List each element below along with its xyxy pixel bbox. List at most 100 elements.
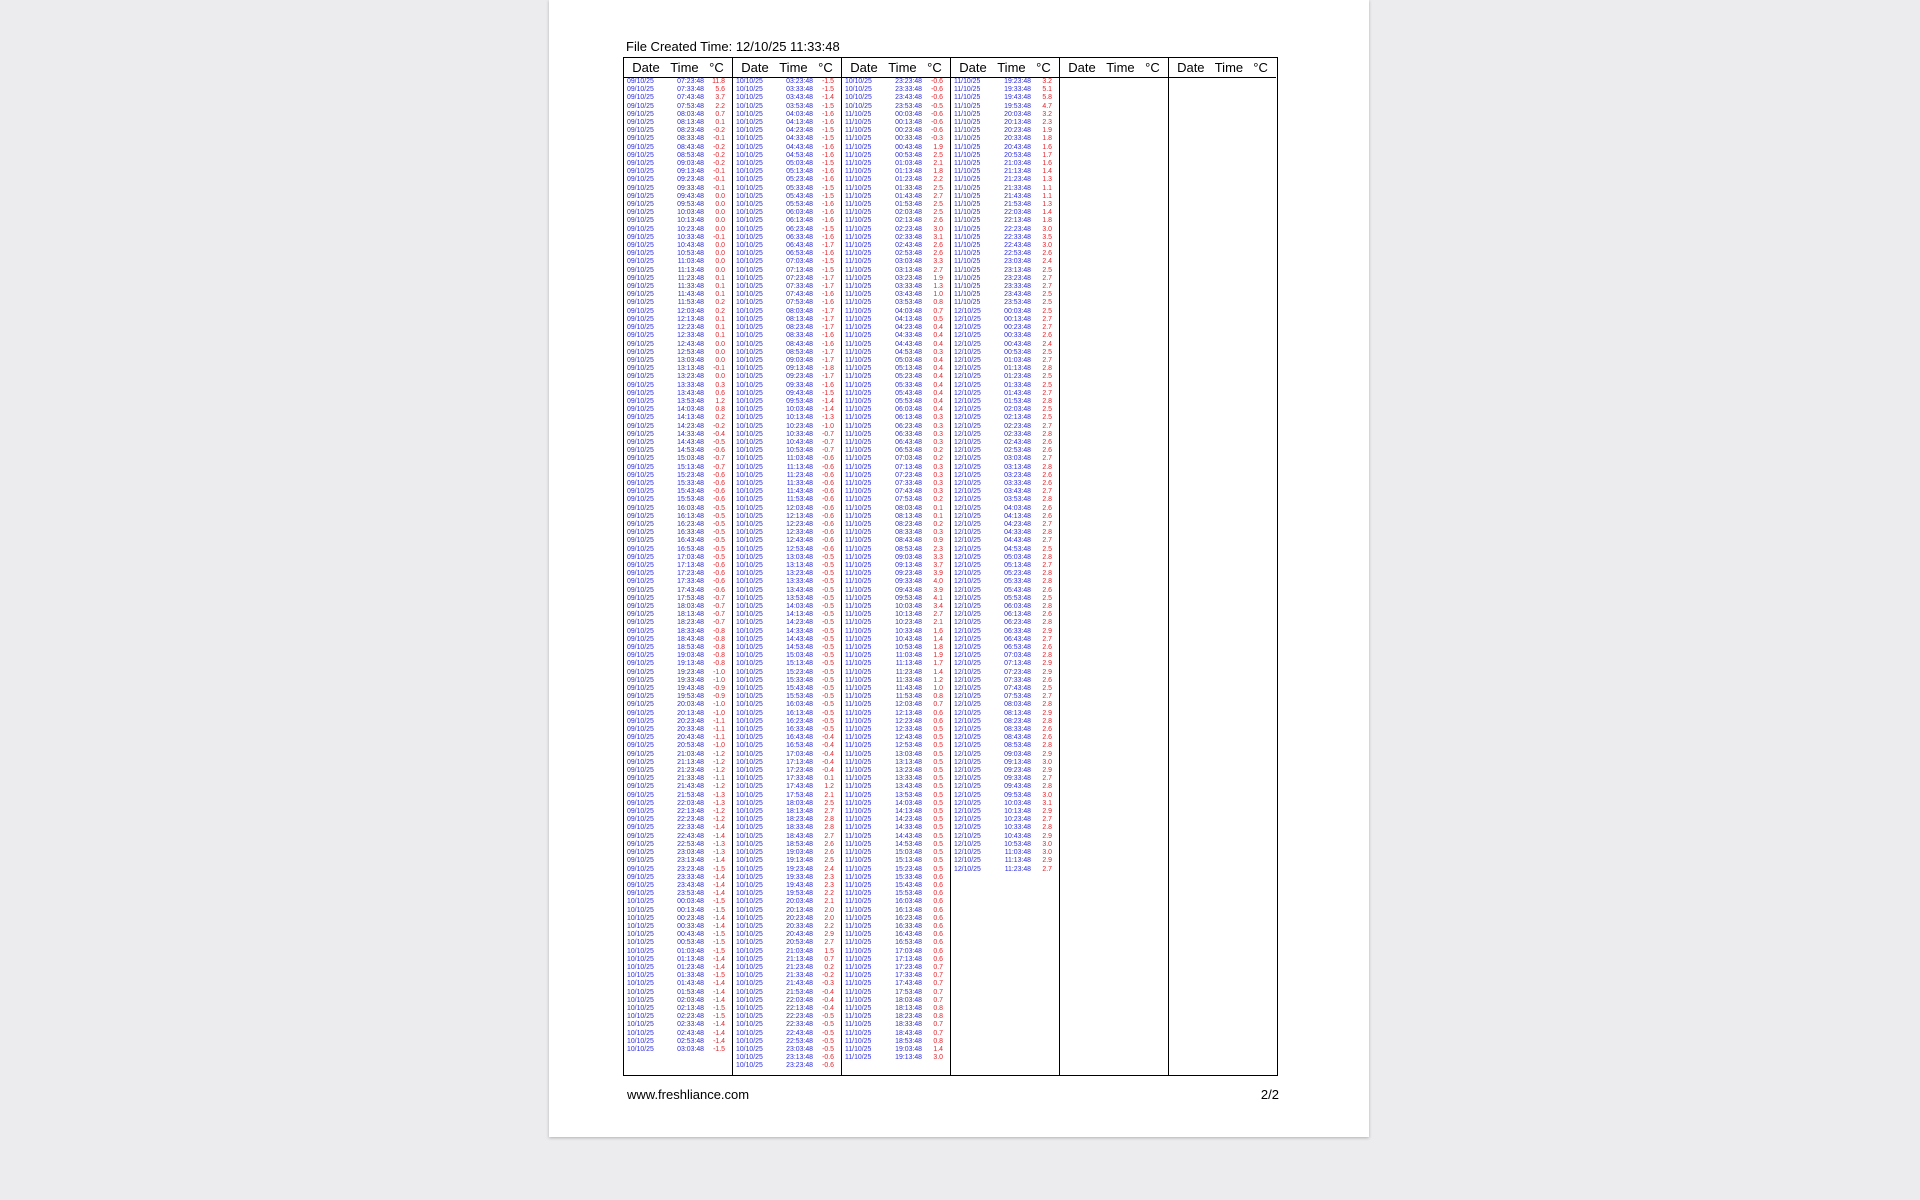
cell-time: 19:43:48 (786, 881, 813, 889)
log-row: 10/10/25 13:43:48 -0.5 (733, 587, 841, 595)
cell-temperature: -1.5 (822, 225, 834, 233)
cell-date: 11/10/25 (845, 783, 872, 791)
cell-time: 09:13:48 (786, 365, 813, 373)
cell-date: 12/10/25 (954, 742, 981, 750)
cell-time: 19:33:48 (677, 676, 704, 684)
cell-date: 10/10/25 (845, 86, 872, 94)
log-row: 09/10/25 21:23:48 -1.2 (624, 767, 732, 775)
cell-time: 15:03:48 (895, 849, 922, 857)
cell-date: 12/10/25 (954, 504, 981, 512)
log-row: 12/10/25 01:13:48 2.8 (951, 365, 1059, 373)
cell-temperature: 0.6 (715, 389, 725, 397)
cell-date: 10/10/25 (736, 758, 763, 766)
log-row: 10/10/25 20:03:48 2.1 (733, 898, 841, 906)
cell-temperature: -1.0 (713, 701, 725, 709)
cell-time: 17:53:48 (786, 791, 813, 799)
cell-date: 09/10/25 (627, 373, 654, 381)
log-row: 09/10/25 08:33:48 -0.1 (624, 135, 732, 143)
log-row: 11/10/25 17:13:48 0.6 (842, 956, 950, 964)
log-row: 12/10/25 00:53:48 2.5 (951, 349, 1059, 357)
cell-date: 09/10/25 (627, 865, 654, 873)
cell-time: 16:23:48 (786, 717, 813, 725)
cell-date: 11/10/25 (845, 832, 872, 840)
cell-temperature: -1.1 (713, 726, 725, 734)
log-row: 12/10/25 07:33:48 2.6 (951, 677, 1059, 685)
cell-time: 19:23:48 (786, 865, 813, 873)
cell-time: 05:03:48 (1004, 553, 1031, 561)
cell-time: 10:53:48 (1004, 840, 1031, 848)
cell-temperature: 1.7 (933, 660, 943, 668)
log-row: 09/10/25 09:03:48 -0.2 (624, 160, 732, 168)
log-row: 12/10/25 06:43:48 2.7 (951, 636, 1059, 644)
log-row: 10/10/25 09:23:48 -1.7 (733, 373, 841, 381)
log-row: 09/10/25 13:13:48 -0.1 (624, 365, 732, 373)
cell-time: 18:43:48 (677, 635, 704, 643)
cell-time: 06:43:48 (786, 242, 813, 250)
cell-date: 11/10/25 (845, 816, 872, 824)
log-row: 10/10/25 11:53:48 -0.6 (733, 496, 841, 504)
cell-temperature: 3.1 (933, 233, 943, 241)
cell-time: 07:03:48 (895, 455, 922, 463)
cell-time: 07:33:48 (1004, 676, 1031, 684)
cell-time: 14:03:48 (786, 603, 813, 610)
cell-temperature: 3.0 (933, 1054, 943, 1062)
cell-time: 23:43:48 (677, 881, 704, 889)
cell-date: 11/10/25 (845, 250, 872, 258)
cell-date: 11/10/25 (845, 734, 872, 742)
log-row: 10/10/25 07:03:48 -1.5 (733, 258, 841, 266)
cell-temperature: 2.7 (1042, 274, 1052, 282)
cell-date: 12/10/25 (954, 471, 981, 479)
cell-temperature: -0.6 (822, 455, 834, 463)
cell-date: 10/10/25 (736, 742, 763, 750)
cell-temperature: 0.6 (933, 931, 943, 939)
cell-temperature: -0.6 (931, 110, 943, 118)
cell-time: 12:03:48 (677, 307, 704, 315)
cell-date: 10/10/25 (627, 980, 654, 988)
log-row: 09/10/25 15:03:48 -0.7 (624, 455, 732, 463)
cell-temperature: 0.7 (715, 110, 725, 118)
cell-date: 11/10/25 (845, 808, 872, 816)
cell-temperature: -0.5 (713, 545, 725, 553)
log-row: 09/10/25 14:23:48 -0.2 (624, 423, 732, 431)
log-row: 10/10/25 16:43:48 -0.4 (733, 734, 841, 742)
cell-temperature: 0.5 (933, 808, 943, 816)
cell-date: 11/10/25 (845, 586, 872, 594)
cell-date: 11/10/25 (845, 767, 872, 775)
cell-time: 05:03:48 (895, 356, 922, 364)
cell-time: 08:43:48 (1004, 734, 1031, 742)
cell-temperature: 2.0 (824, 914, 834, 922)
cell-temperature: 3.4 (933, 603, 943, 610)
cell-date: 10/10/25 (736, 266, 763, 274)
log-row: 12/10/25 07:53:48 2.7 (951, 693, 1059, 701)
cell-time: 15:43:48 (677, 488, 704, 496)
cell-time: 15:53:48 (786, 693, 813, 701)
log-row: 10/10/25 14:33:48 -0.5 (733, 628, 841, 636)
log-row: 11/10/25 10:53:48 1.8 (842, 644, 950, 652)
cell-date: 12/10/25 (954, 430, 981, 438)
cell-temperature: 2.8 (1042, 742, 1052, 750)
cell-time: 00:33:48 (1004, 332, 1031, 340)
cell-date: 10/10/25 (736, 799, 763, 807)
log-row: 10/10/25 11:23:48 -0.6 (733, 472, 841, 480)
log-row: 10/10/25 20:33:48 2.2 (733, 923, 841, 931)
cell-date: 12/10/25 (954, 332, 981, 340)
cell-time: 19:13:48 (895, 1054, 922, 1062)
cell-time: 20:53:48 (677, 742, 704, 750)
cell-temperature: 0.7 (933, 972, 943, 980)
cell-date: 10/10/25 (736, 151, 763, 159)
cell-date: 11/10/25 (845, 479, 872, 487)
website-url[interactable]: www.freshliance.com (627, 1087, 750, 1102)
cell-time: 17:53:48 (677, 594, 704, 602)
cell-temperature: -1.4 (713, 873, 725, 881)
cell-date: 09/10/25 (627, 660, 654, 668)
cell-time: 10:33:48 (895, 627, 922, 635)
cell-temperature: 0.5 (933, 840, 943, 848)
cell-temperature: 4.1 (933, 594, 943, 602)
log-row: 11/10/25 09:13:48 3.7 (842, 562, 950, 570)
cell-temperature: -0.1 (713, 365, 725, 373)
log-row: 11/10/25 08:23:48 0.2 (842, 521, 950, 529)
cell-temperature: 0.5 (933, 824, 943, 832)
cell-time: 09:23:48 (786, 373, 813, 381)
log-row: 10/10/25 07:33:48 -1.7 (733, 283, 841, 291)
